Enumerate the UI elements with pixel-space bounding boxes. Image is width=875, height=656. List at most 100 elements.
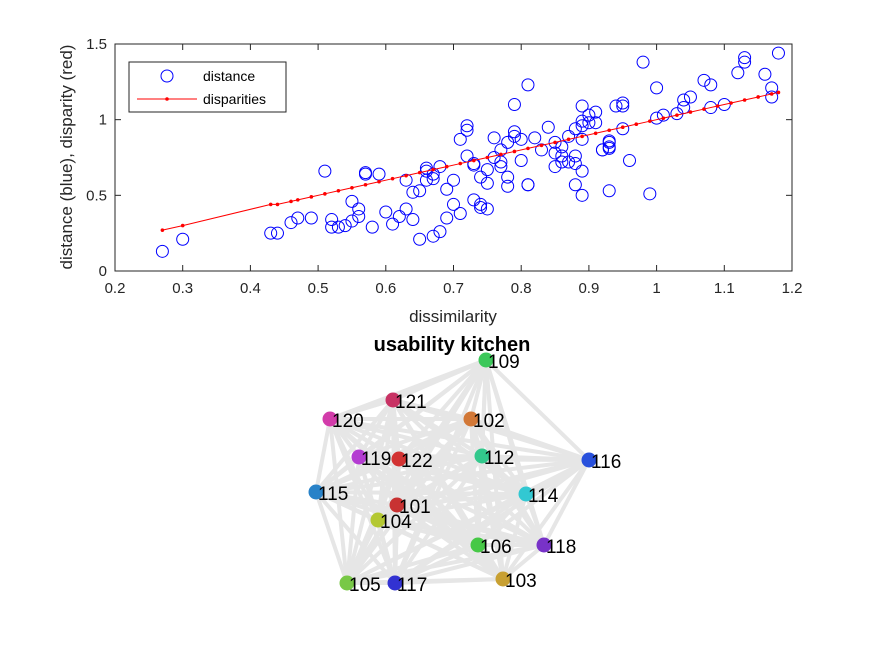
graph-node-label-119: 119: [361, 449, 391, 470]
distance-point: [453, 206, 467, 220]
disparity-point: [553, 140, 557, 145]
disparity-point: [458, 161, 463, 166]
graph-node-103: [495, 571, 511, 587]
distance-point: [575, 164, 589, 178]
graph-node-122: [391, 451, 407, 467]
distance-point: [325, 213, 339, 227]
graph-edge: [501, 492, 528, 581]
x-tick-label: 1.1: [714, 280, 735, 297]
distance-point: [284, 216, 298, 230]
graph-edge: [314, 417, 332, 494]
x-axis-label: dissimilarity: [409, 307, 497, 326]
distance-point: [514, 132, 528, 146]
distance-point: [453, 132, 467, 146]
distance-point: [521, 178, 535, 192]
distance-point: [602, 140, 616, 154]
legend-distance-marker: [160, 69, 174, 83]
distance-point: [541, 120, 555, 134]
legend-box: [128, 61, 287, 113]
x-tick-label: 0.6: [375, 280, 396, 297]
graph-nodes: 109 121 102 120 119 122 112 116 115 101 114 104 106 1…: [308, 352, 621, 596]
graph-node-label-115: 115: [318, 484, 348, 505]
graph-edge: [484, 358, 591, 462]
disparity-point: [499, 152, 503, 157]
distance-point: [731, 66, 745, 80]
distance-point: [325, 220, 339, 234]
distance-point: [568, 122, 582, 136]
disparity-point: [512, 149, 517, 154]
graph-node-label-105: 105: [349, 575, 381, 596]
graph-edge: [314, 455, 361, 494]
distance-point: [616, 96, 630, 110]
disparity-point: [715, 104, 720, 108]
distance-point: [636, 55, 650, 69]
distance-point: [582, 108, 596, 122]
distance-point: [643, 187, 657, 201]
x-tick-label: 0.8: [511, 280, 532, 297]
distance-point: [440, 211, 454, 225]
disparity-point: [485, 155, 490, 160]
disparity-point: [160, 228, 165, 232]
distance-point: [480, 202, 494, 216]
disparity-point: [350, 185, 354, 190]
disparity-point: [472, 158, 476, 163]
graph-node-112: [474, 448, 490, 464]
distance-point: [474, 197, 488, 211]
distance-point: [683, 90, 697, 104]
disparity-point: [742, 98, 747, 102]
distance-point: [771, 46, 785, 60]
distance-point: [338, 219, 352, 233]
distance-point: [582, 116, 596, 130]
graph-node-label-121: 121: [395, 392, 427, 413]
distance-point: [480, 163, 494, 177]
distance-point: [352, 202, 366, 216]
disparity-point: [377, 179, 381, 184]
y-tick-label: 0.5: [86, 187, 107, 204]
legend-disparities-marker: [165, 97, 169, 101]
distance-point: [426, 229, 440, 243]
distance-point: [487, 131, 501, 145]
distance-point: [507, 125, 521, 139]
distance-point: [650, 111, 664, 125]
distance-point: [264, 226, 278, 240]
graph-node-118: [536, 537, 552, 553]
distance-point: [372, 167, 386, 181]
distance-point: [426, 172, 440, 186]
graph-node-label-101: 101: [399, 497, 431, 518]
disparity-point: [444, 164, 449, 169]
graph-edge: [395, 503, 505, 581]
disparity-point: [275, 202, 280, 207]
disparity-point: [289, 199, 293, 204]
disparity-point: [675, 113, 679, 117]
distance-point: [575, 132, 589, 146]
disparity-point: [431, 167, 435, 172]
disparity-point: [336, 188, 341, 193]
disparity-point: [404, 173, 408, 178]
distance-point: [447, 173, 460, 187]
graph-node-106: [470, 537, 486, 553]
legend-disparities-label: disparities: [203, 91, 266, 107]
graph-edge: [376, 492, 528, 522]
graph-edge: [480, 454, 591, 462]
distance-point: [758, 67, 772, 81]
distance-point: [514, 154, 528, 168]
distance-point: [358, 167, 372, 181]
disparity-point: [620, 125, 625, 130]
x-tick-label: 1: [652, 280, 660, 297]
disparity-point: [593, 131, 598, 136]
graph-node-119: [351, 449, 367, 465]
disparity-point: [417, 170, 422, 175]
y-axis-label: distance (blue), disparity (red): [57, 45, 76, 270]
disparity-point: [566, 137, 571, 142]
distance-point: [616, 99, 630, 113]
scatter-plot: 0.2 0.3 0.4 0.5 0.6 0.7 0.8 0.9 1 1.1 1.200.511.5 …: [57, 36, 802, 326]
distance-point: [433, 160, 447, 174]
distance-point: [602, 135, 616, 149]
graph-node-label-114: 114: [528, 486, 559, 507]
graph-edge: [469, 417, 591, 462]
legend-distance-label: distance: [203, 68, 255, 84]
disparity-point: [323, 192, 327, 196]
distance-point: [331, 220, 345, 234]
x-tick-label: 0.9: [578, 280, 599, 297]
